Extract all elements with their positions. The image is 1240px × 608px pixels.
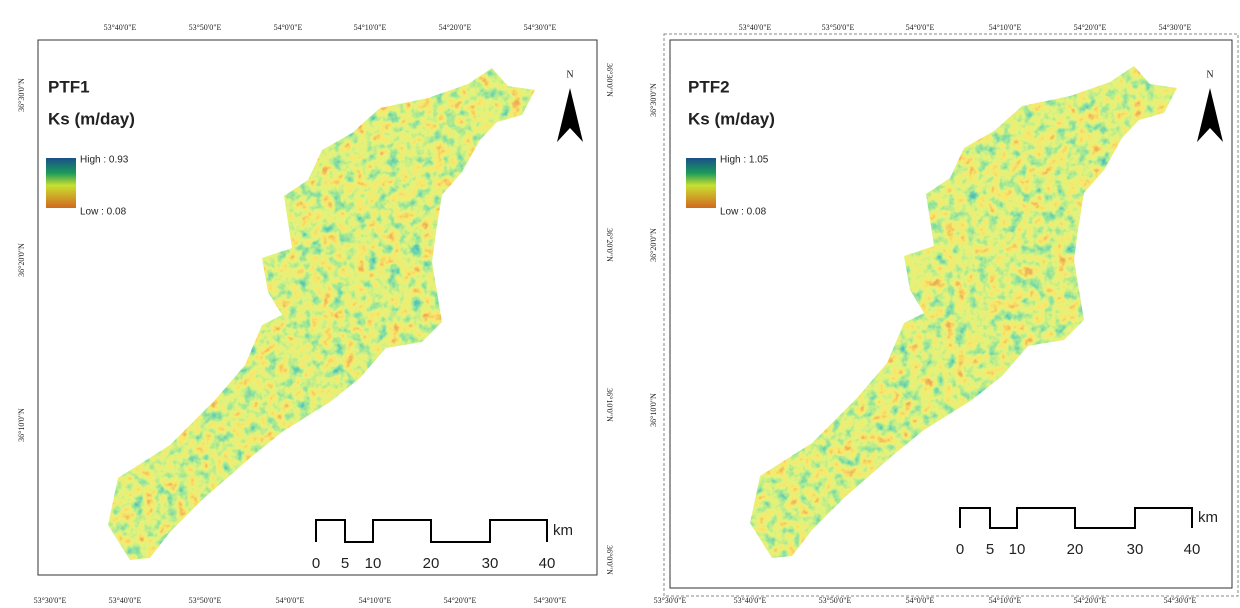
top-coordinate: 54°0'0"E (906, 23, 935, 32)
scale-label: 20 (1067, 541, 1084, 558)
left-coordinate: 36°10'0"N (649, 393, 658, 427)
left-coordinate: 36°10'0"N (17, 408, 26, 442)
scale-label: 30 (482, 555, 499, 572)
legend-low: Low : 0.08 (720, 207, 767, 218)
panel-border (663, 33, 1239, 597)
top-coordinate: 54°20'0"E (439, 23, 472, 32)
map-panel: PTF2 Ks (m/day) High : 1.05 Low : 0.08 N 53°4… (649, 23, 1233, 605)
north-arrow (1197, 88, 1223, 142)
legend-high: High : 0.93 (80, 155, 129, 166)
bottom-coordinate: 53°30'0"E (34, 596, 67, 605)
bottom-coordinate: 54°20'0"E (444, 596, 477, 605)
left-coordinate: 36°20'0"N (17, 243, 26, 277)
map-subtitle: Ks (m/day) (688, 109, 775, 128)
right-coordinate: 36°10'0"N (605, 388, 614, 422)
scale-bar (959, 507, 1193, 529)
map-frame (37, 39, 598, 576)
map-title: PTF2 (688, 77, 730, 96)
right-coordinate: 36°0'0"N (605, 545, 614, 575)
bottom-coordinate: 54°0'0"E (276, 596, 305, 605)
map-panel: PTF1 Ks (m/day) High : 0.93 Low : 0.08 N 53°4… (17, 23, 614, 605)
bottom-coordinate: 53°30'0"E (654, 596, 687, 605)
top-coordinate: 54°10'0"E (354, 23, 387, 32)
top-coordinate: 53°50'0"E (189, 23, 222, 32)
left-coordinate: 36°30'0"N (649, 83, 658, 117)
scale-unit: km (553, 522, 573, 539)
top-coordinate: 54°0'0"E (274, 23, 303, 32)
scale-label: 20 (423, 555, 440, 572)
top-coordinate: 53°40'0"E (739, 23, 772, 32)
map-frame (669, 39, 1233, 589)
bottom-coordinate: 54°30'0"E (534, 596, 567, 605)
right-coordinate: 36°30'0"N (605, 63, 614, 97)
scale-label: 10 (1009, 541, 1026, 558)
north-label: N (566, 69, 573, 80)
scale-label: 40 (539, 555, 556, 572)
scale-label: 30 (1127, 541, 1144, 558)
scale-bar (315, 519, 548, 543)
left-coordinate: 36°20'0"N (649, 228, 658, 262)
scale-label: 5 (986, 541, 994, 558)
top-coordinate: 53°40'0"E (104, 23, 137, 32)
map-subtitle: Ks (m/day) (48, 109, 135, 128)
map-title: PTF1 (48, 77, 90, 96)
scale-label: 40 (1184, 541, 1201, 558)
top-coordinate: 54°30'0"E (1159, 23, 1192, 32)
top-coordinate: 54°20'0"E (1074, 23, 1107, 32)
left-coordinate: 36°30'0"N (17, 78, 26, 112)
scale-label: 0 (312, 555, 320, 572)
right-coordinate: 36°20'0"N (605, 228, 614, 262)
bottom-coordinate: 54°10'0"E (989, 596, 1022, 605)
north-label: N (1206, 69, 1213, 80)
bottom-coordinate: 53°50'0"E (189, 596, 222, 605)
catchment-raster (108, 68, 535, 560)
legend-high: High : 1.05 (720, 155, 769, 166)
catchment-raster (750, 66, 1177, 558)
legend-ramp (686, 158, 716, 208)
north-arrow (557, 88, 583, 142)
top-coordinate: 54°30'0"E (524, 23, 557, 32)
bottom-coordinate: 53°50'0"E (819, 596, 852, 605)
scale-label: 10 (365, 555, 382, 572)
legend-low: Low : 0.08 (80, 207, 127, 218)
bottom-coordinate: 54°0'0"E (906, 596, 935, 605)
bottom-coordinate: 54°30'0"E (1164, 596, 1197, 605)
scale-label: 0 (956, 541, 964, 558)
top-coordinate: 53°50'0"E (822, 23, 855, 32)
scale-label: 5 (341, 555, 349, 572)
top-coordinate: 54°10'0"E (989, 23, 1022, 32)
legend-ramp (46, 158, 76, 208)
scale-unit: km (1198, 509, 1218, 526)
bottom-coordinate: 53°40'0"E (109, 596, 142, 605)
bottom-coordinate: 53°40'0"E (734, 596, 767, 605)
bottom-coordinate: 54°10'0"E (359, 596, 392, 605)
bottom-coordinate: 54°20'0"E (1074, 596, 1107, 605)
